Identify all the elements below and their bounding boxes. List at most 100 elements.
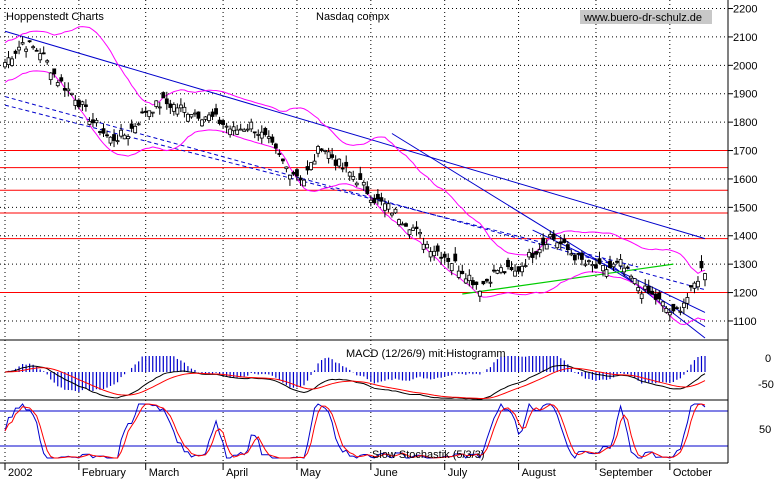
candle-body [456, 270, 461, 278]
candle-body [657, 292, 662, 300]
candle-body [428, 251, 433, 258]
candle-body [108, 136, 113, 144]
candle-body [273, 143, 278, 149]
candle-body [34, 49, 39, 52]
candle-body [203, 116, 208, 120]
candle-body [259, 131, 264, 139]
month-label: May [300, 467, 321, 479]
candle-body [565, 244, 570, 251]
candle-body [407, 229, 412, 236]
candle-body [523, 265, 528, 267]
candle-body [105, 134, 109, 137]
support-line [462, 263, 674, 295]
candle-body [196, 111, 201, 119]
source-label: Hoppenstedt Charts [6, 11, 104, 23]
candle-body [154, 100, 159, 107]
macd-signal-line [4, 367, 706, 400]
macd-tick-label: 0 [765, 353, 771, 365]
candle-body [516, 266, 521, 272]
candle-body [164, 98, 169, 105]
candle-body [161, 92, 166, 99]
candle-body [604, 269, 609, 277]
bollinger-bands [4, 26, 706, 326]
candle-body [442, 253, 447, 258]
candle-body [224, 125, 229, 128]
price-tick-label: 1700 [733, 146, 757, 158]
candle-body [277, 153, 282, 155]
candle-body [555, 242, 560, 249]
candle-body [618, 259, 623, 267]
candle-body [316, 146, 320, 154]
candle-body [84, 104, 88, 107]
candle-body [495, 269, 500, 274]
candle-body [643, 285, 648, 290]
candle-body [502, 271, 507, 274]
candle-body [551, 233, 556, 240]
candle-body [280, 158, 285, 162]
candle-body [664, 308, 669, 313]
candle-body [168, 103, 173, 108]
candle-body [330, 154, 335, 158]
candle-body [263, 128, 268, 135]
candle-body [558, 241, 563, 245]
candle-body [193, 112, 197, 115]
candle-body [569, 253, 574, 256]
candle-body [298, 177, 303, 181]
candle-body [685, 297, 690, 304]
price-tick-label: 2000 [733, 60, 757, 72]
candle-body [615, 260, 619, 263]
candle-body [460, 270, 465, 275]
candle-body [400, 223, 405, 226]
candle-body [256, 134, 261, 136]
candle-body [210, 111, 215, 117]
candle-body [368, 199, 373, 203]
candle-body [221, 120, 225, 125]
candle-body [365, 186, 370, 194]
candle-body [69, 92, 74, 95]
candle-body [182, 106, 187, 113]
candle-body [562, 238, 567, 243]
candle-body [20, 42, 25, 45]
candle-body [245, 128, 250, 131]
chart-title: Nasdaq compx [316, 11, 390, 23]
candle-body [671, 303, 676, 312]
candle-body [337, 158, 342, 167]
candle-body [611, 263, 616, 268]
candle-body [513, 270, 517, 277]
candle-body [453, 253, 458, 262]
candle-body [625, 266, 630, 269]
candle-body [449, 263, 454, 272]
candle-body [175, 107, 180, 115]
candle-body [340, 167, 345, 170]
candle-body [541, 237, 546, 246]
month-label: July [448, 467, 468, 479]
candle-body [622, 267, 626, 273]
candle-body [344, 161, 349, 167]
candle-body [520, 265, 524, 273]
candle-body [214, 108, 218, 115]
candle-body [249, 121, 254, 130]
candle-body [548, 234, 553, 238]
candle-body [653, 293, 658, 300]
watermark: www.buero-dr-schulz.de [583, 12, 702, 24]
stochastic-label: Slow Stochastik (5/3/3) [372, 449, 485, 461]
candle-body [499, 267, 503, 273]
candle-body [678, 310, 683, 313]
candle-body [333, 159, 338, 166]
candle-body [470, 280, 475, 286]
candle-body [492, 269, 496, 272]
candle-body [411, 227, 415, 231]
candle-body [667, 312, 672, 316]
macd-line [4, 364, 706, 400]
month-label: February [82, 467, 127, 479]
candle-body [572, 254, 577, 261]
candle-body [382, 203, 387, 211]
candle-body [284, 166, 289, 170]
month-label: 2002 [8, 467, 32, 479]
candle-body [689, 285, 693, 288]
candle-body [309, 162, 313, 171]
candle-body [347, 171, 352, 177]
candle-body [674, 307, 679, 310]
macd-panel [0, 339, 728, 400]
